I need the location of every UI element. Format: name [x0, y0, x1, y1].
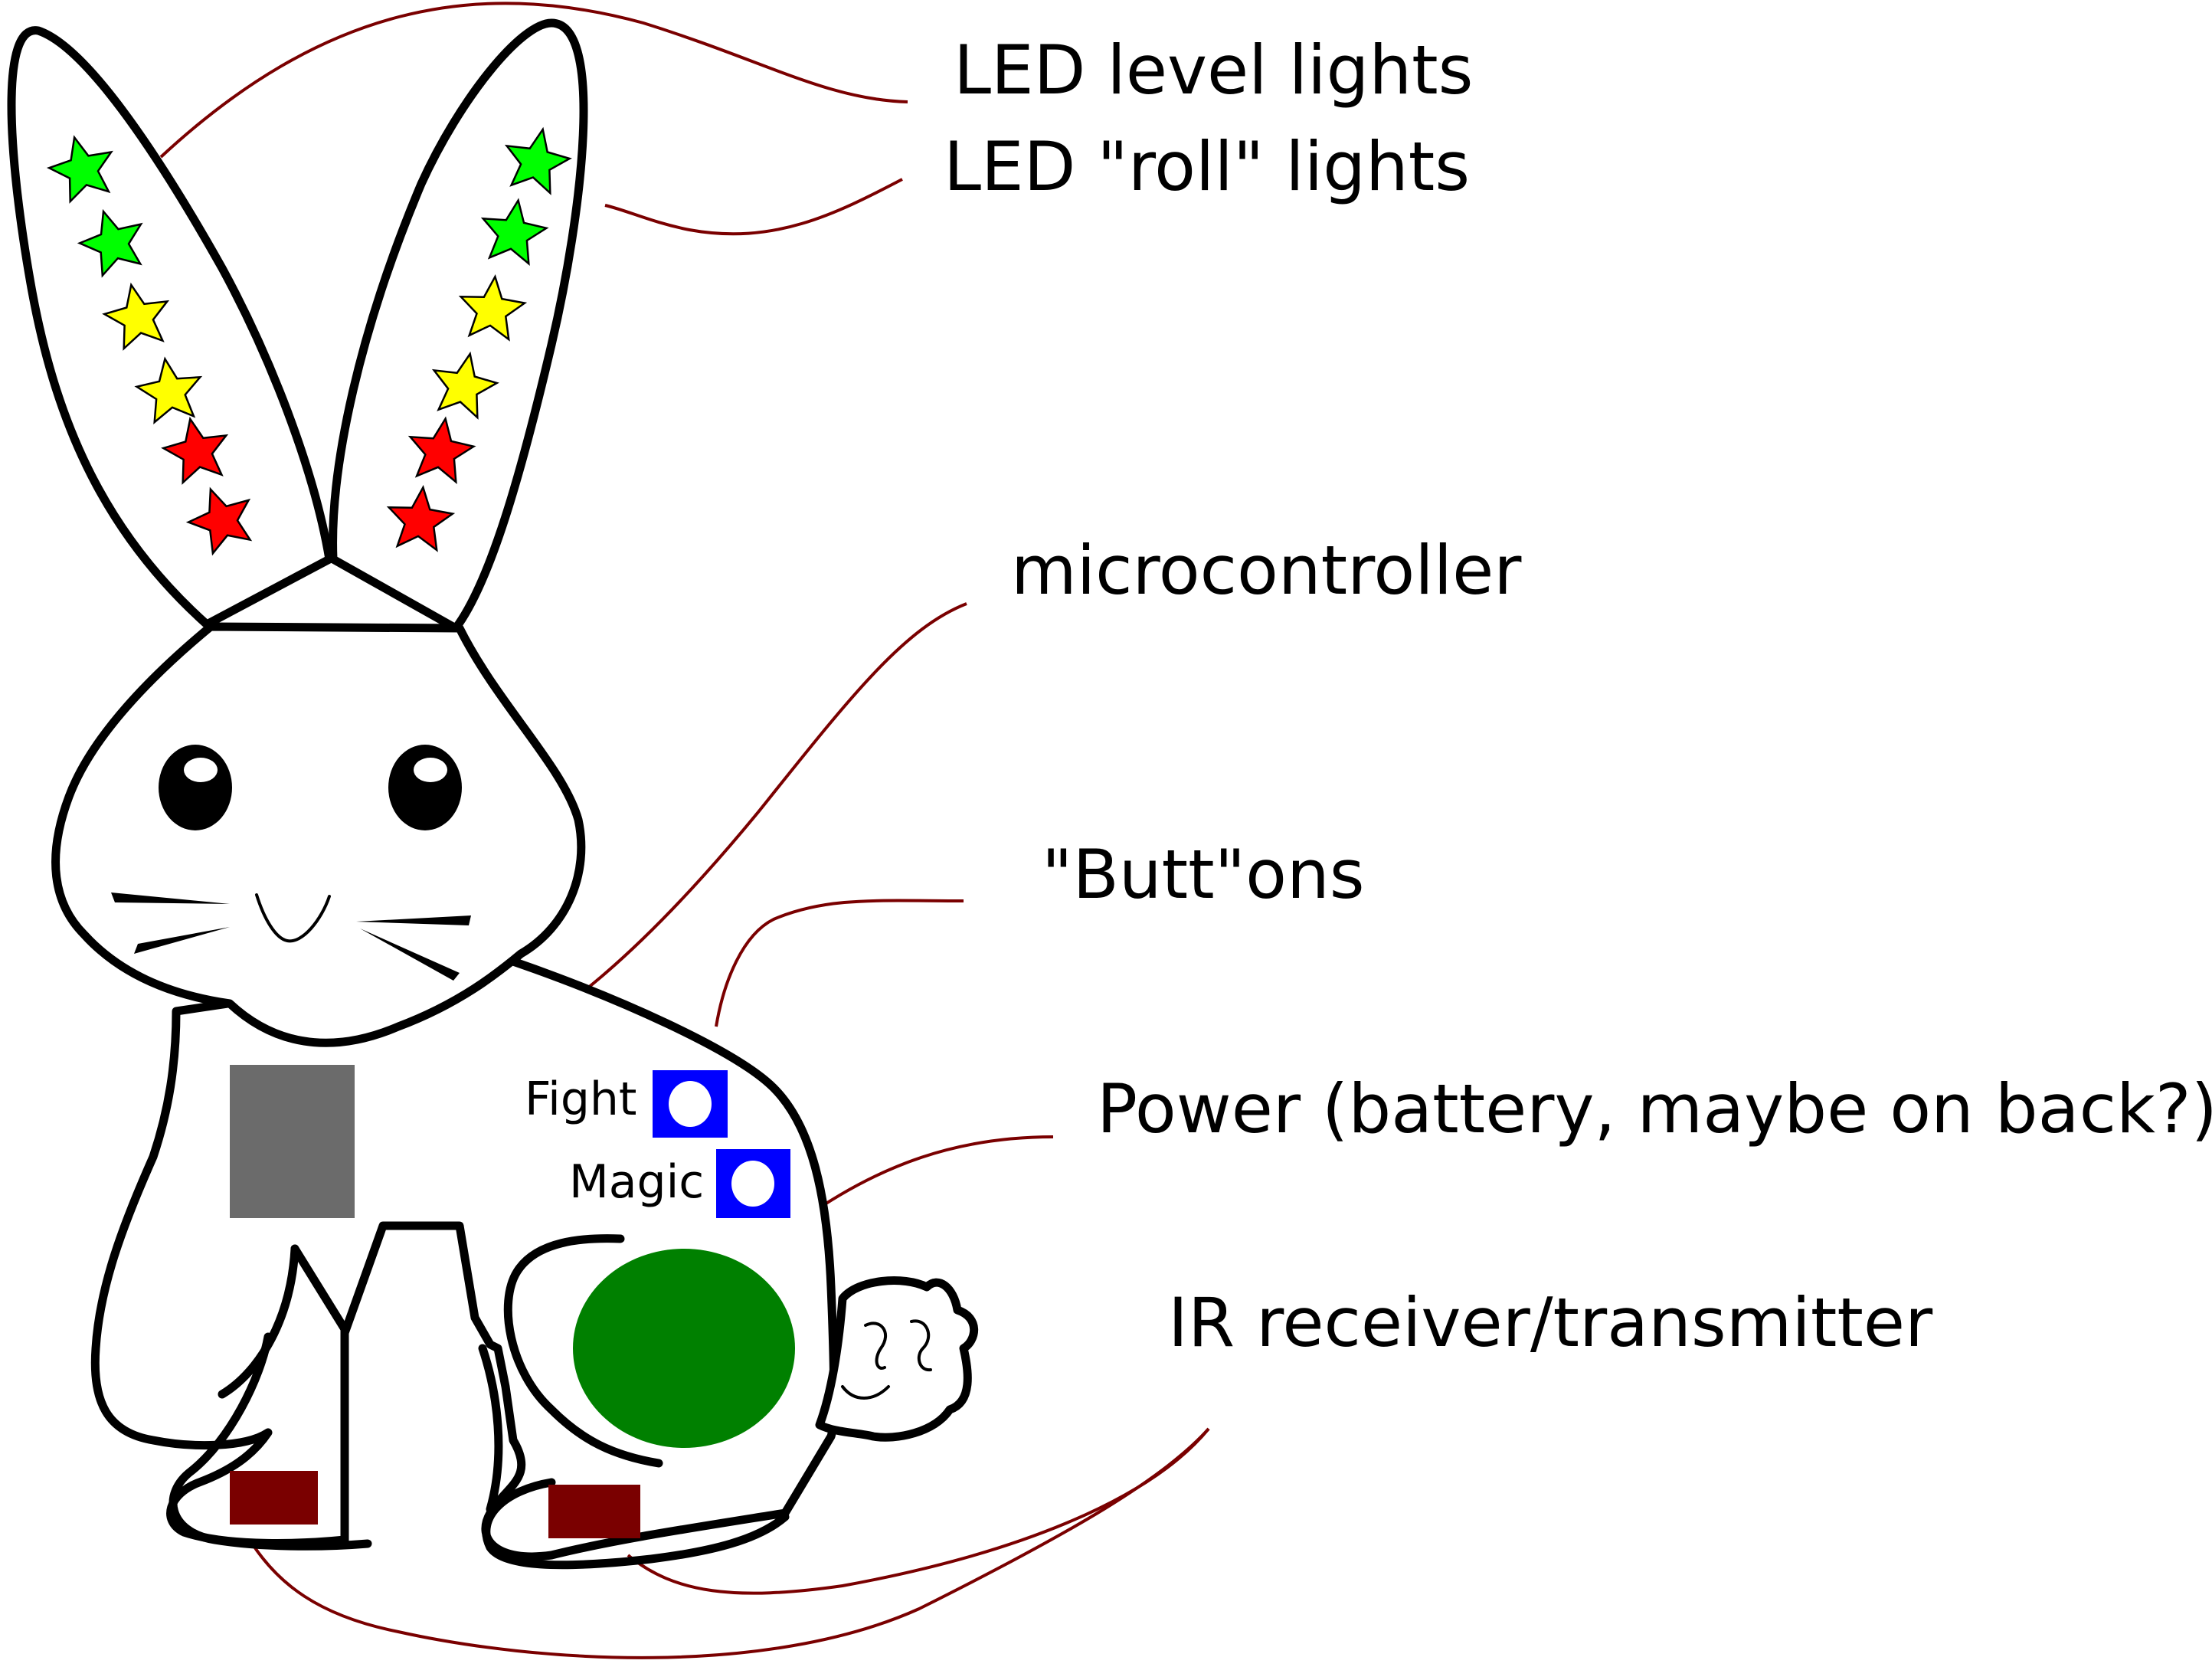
tail-curl-2	[910, 1319, 932, 1372]
roll-led-star-green-2	[480, 198, 549, 266]
label-buttons: "Butt"ons	[1042, 835, 1365, 914]
roll-led-star-yellow-3	[458, 274, 528, 342]
fight-button	[653, 1070, 728, 1138]
tail	[815, 1276, 979, 1442]
label-microcontroller: microcontroller	[1011, 531, 1522, 610]
label-led-roll: LED "roll" lights	[944, 127, 1470, 206]
mouth	[255, 893, 331, 943]
level-led-star-green-1	[46, 135, 113, 204]
label-magic: Magic	[569, 1155, 704, 1209]
led-level-lights	[46, 135, 253, 556]
hind-leg-arc	[503, 1234, 663, 1468]
level-led-star-red-6	[185, 486, 253, 556]
whisker-left-1	[111, 892, 230, 904]
microcontroller-block	[230, 1065, 355, 1218]
label-ir: IR receiver/transmitter	[1168, 1283, 1933, 1362]
callout-ir-secondary	[244, 1427, 1210, 1659]
level-led-star-green-2	[77, 208, 143, 278]
left-foot	[169, 1332, 372, 1551]
led-roll-lights	[386, 126, 572, 552]
ir-block-left	[230, 1471, 318, 1525]
tail-curl-1	[864, 1321, 887, 1370]
whisker-left-2	[134, 927, 230, 954]
hind-leg-line	[478, 1344, 503, 1514]
label-fight: Fight	[525, 1073, 636, 1126]
callout-led-level	[159, 2, 908, 159]
label-power: Power (battery, maybe on back?)	[1097, 1069, 2212, 1148]
left-ear	[7, 26, 334, 629]
level-led-star-yellow-4	[134, 356, 203, 424]
left-eye	[159, 745, 232, 830]
roll-led-star-yellow-4	[431, 351, 499, 420]
roll-led-star-green-1	[504, 126, 572, 195]
label-led-level: LED level lights	[954, 31, 1473, 110]
roll-led-star-red-6	[386, 485, 456, 552]
back-foot	[482, 1478, 790, 1570]
whisker-right-2	[360, 928, 460, 981]
callout-led-roll	[604, 178, 903, 236]
magic-button	[716, 1149, 790, 1218]
level-led-star-yellow-3	[102, 282, 170, 351]
tail-curl-3	[841, 1385, 890, 1400]
whisker-right-1	[356, 915, 471, 925]
ir-block-right	[548, 1485, 640, 1538]
roll-led-star-red-5	[407, 416, 476, 484]
level-led-star-red-5	[161, 416, 229, 485]
front-leg-line	[290, 1244, 349, 1544]
right-eye	[388, 745, 462, 830]
callout-buttons	[715, 899, 964, 1027]
right-ear	[329, 18, 588, 633]
power-battery-disc	[573, 1249, 795, 1448]
